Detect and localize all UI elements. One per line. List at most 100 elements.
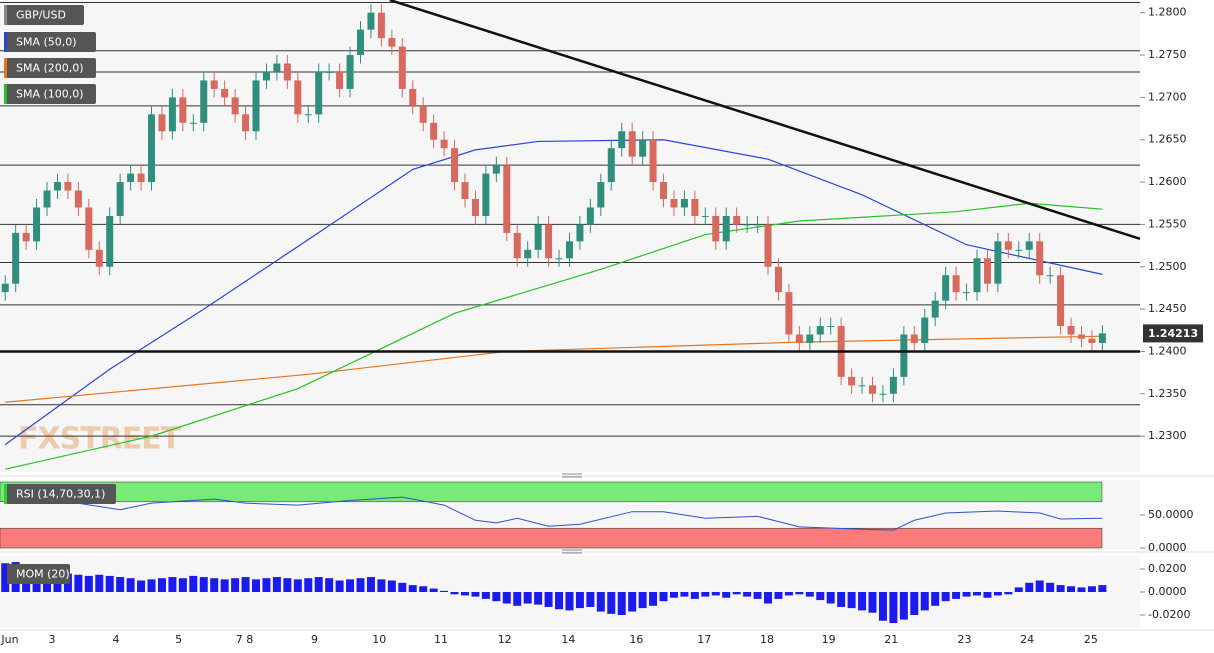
mom-bar — [398, 582, 407, 592]
mom-bar — [920, 592, 929, 611]
candle-body — [64, 182, 72, 191]
mom-bar — [638, 592, 647, 609]
candle-body — [1088, 338, 1096, 343]
mom-bar — [910, 592, 919, 615]
candle-body — [503, 165, 511, 233]
candle-body — [148, 114, 156, 183]
mom-bar — [617, 592, 626, 615]
sma-line — [4, 139, 1103, 446]
candle-body — [336, 71, 344, 89]
legend-box — [4, 58, 96, 78]
mom-bar — [1035, 580, 1044, 592]
candle-body — [85, 207, 93, 250]
candle-body — [106, 215, 114, 267]
mom-bar — [272, 577, 281, 592]
candle-body — [158, 114, 166, 132]
y-tick-label: 1.2600 — [1148, 175, 1187, 188]
mom-bar — [95, 574, 104, 592]
x-tick-label: 24 — [1020, 633, 1034, 646]
candle-body — [1046, 275, 1054, 277]
candle-body — [398, 46, 406, 89]
mom-bar — [1056, 585, 1065, 592]
candle-body — [565, 241, 573, 259]
legend-label: GBP/USD — [16, 9, 66, 22]
candle-body — [733, 215, 741, 225]
mom-bar — [628, 592, 637, 612]
candle-body — [430, 122, 438, 140]
mom-bar — [669, 592, 678, 598]
y-tick-label: 1.2450 — [1148, 302, 1187, 315]
mom-bar — [941, 592, 950, 602]
legend-swatch — [4, 484, 7, 504]
candle-body — [221, 88, 229, 98]
candle-body — [785, 292, 793, 335]
mom-bar — [1014, 587, 1023, 592]
mom-bar — [544, 592, 553, 607]
mom-bar — [523, 592, 532, 604]
candle-body — [1036, 241, 1044, 276]
mom-bar — [283, 578, 292, 592]
mom-bar — [555, 592, 564, 610]
candle-body — [367, 12, 375, 30]
x-tick-label: 21 — [884, 633, 898, 646]
main-panel — [0, 0, 1140, 472]
rsi-line — [5, 491, 1103, 531]
mom-bar — [659, 592, 668, 602]
candle-body — [973, 258, 981, 293]
candle-body — [555, 258, 563, 260]
mom-bar — [847, 592, 856, 609]
x-tick-label: 7 8 — [236, 633, 254, 646]
candle-body — [74, 190, 82, 208]
candle-body — [513, 232, 521, 259]
mom-bar — [596, 592, 605, 612]
candle-body — [377, 12, 385, 39]
legend-label: SMA (50,0) — [16, 36, 77, 49]
candle-body — [262, 71, 270, 81]
mom-bar — [460, 592, 469, 596]
legend-swatch — [4, 5, 7, 25]
legend-box — [4, 5, 84, 25]
mom-bar — [126, 578, 135, 592]
mom-bar — [168, 577, 177, 592]
candle-body — [315, 71, 323, 115]
candle-body — [910, 334, 918, 343]
mom-bar — [649, 592, 658, 606]
y-tick-label: 50.0000 — [1148, 508, 1194, 521]
resize-grip[interactable] — [562, 473, 582, 554]
mom-bar — [690, 592, 699, 599]
price-label-box — [1143, 324, 1203, 343]
mom-bar — [147, 579, 156, 592]
mom-bar — [878, 592, 887, 621]
candle-body — [743, 224, 751, 226]
candle-body — [304, 114, 312, 116]
mom-bar — [534, 592, 543, 605]
candle-body — [618, 131, 626, 149]
mom-bar — [304, 578, 313, 592]
y-tick-label: 1.2750 — [1148, 48, 1187, 61]
legend-box — [4, 564, 70, 584]
legend-swatch — [4, 84, 7, 104]
x-tick-label: 14 — [561, 633, 575, 646]
mom-bar — [325, 578, 334, 592]
mom-bar — [858, 592, 867, 611]
mom-bar — [419, 586, 428, 592]
sma-line — [5, 202, 1103, 470]
candle-body — [451, 148, 459, 183]
watermark: FXSTREET — [18, 422, 182, 457]
candle-body — [879, 393, 887, 395]
mom-bar — [346, 579, 355, 592]
candle-body — [994, 241, 1002, 284]
candle-body — [1025, 241, 1033, 250]
candle-body — [858, 385, 866, 387]
candle-body — [900, 334, 908, 377]
mom-bar — [210, 578, 219, 592]
mom-bar — [356, 578, 365, 592]
candle-body — [639, 139, 647, 157]
candle-body — [440, 139, 448, 149]
mom-bar — [262, 578, 271, 592]
candle-body — [660, 182, 668, 200]
candle-body — [294, 80, 302, 115]
mom-bar — [502, 592, 511, 604]
mom-bar — [993, 592, 1002, 596]
candle-body — [127, 173, 135, 183]
